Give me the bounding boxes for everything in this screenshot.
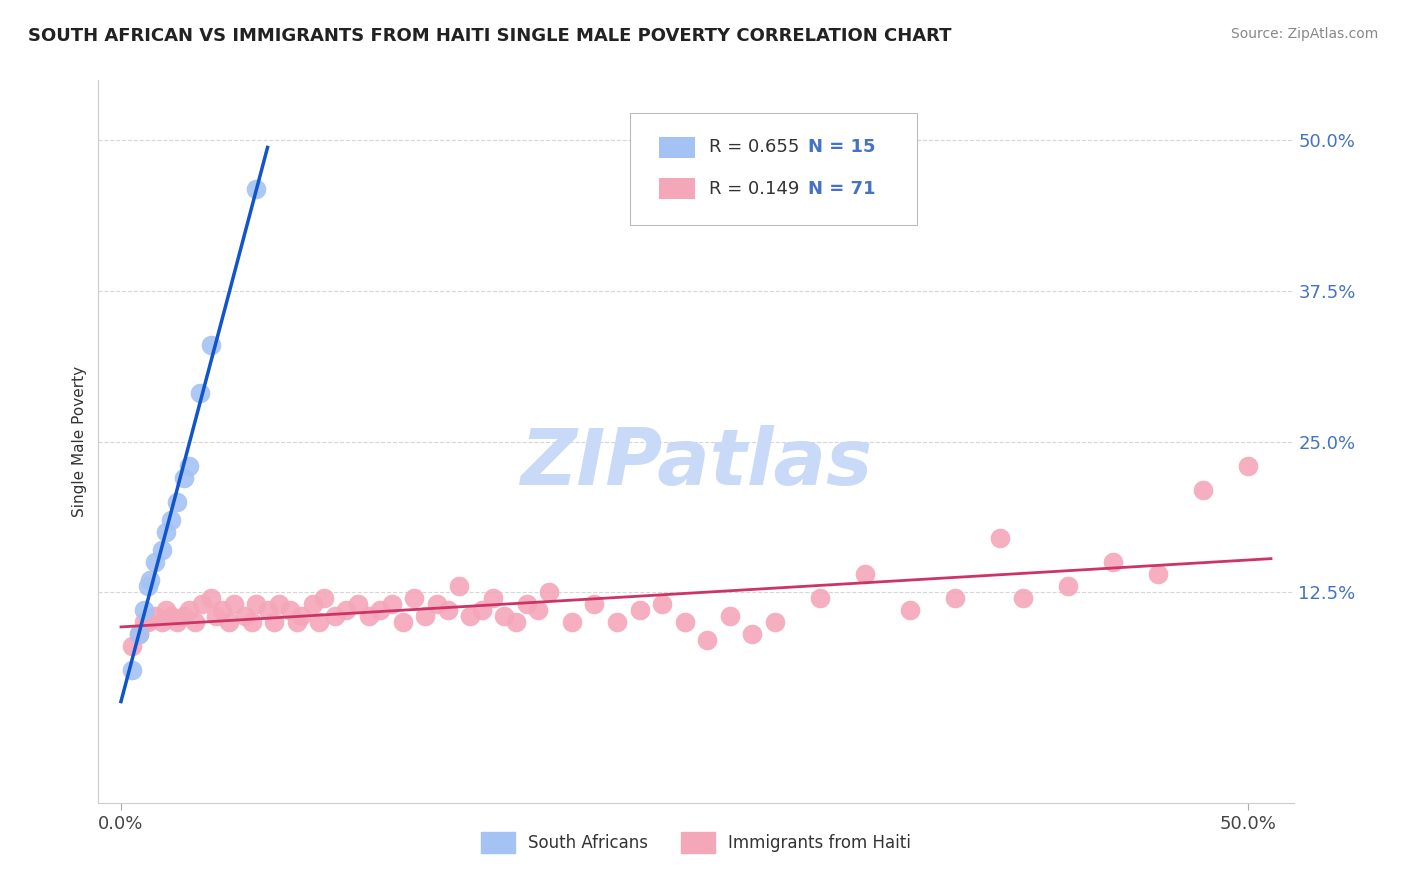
Point: [155, 603, 177, 617]
Point: [128, 627, 150, 641]
Point: [380, 597, 402, 611]
Point: [628, 603, 651, 617]
Point: [673, 615, 696, 630]
Point: [718, 609, 741, 624]
Point: [155, 524, 177, 539]
Point: [132, 603, 155, 617]
Point: [449, 579, 471, 593]
Point: [392, 615, 415, 630]
Point: [278, 603, 301, 617]
Point: [1147, 567, 1170, 582]
Point: [527, 603, 550, 617]
Point: [218, 615, 240, 630]
Point: [606, 615, 628, 630]
Point: [308, 615, 330, 630]
Point: [143, 609, 166, 624]
Point: [222, 597, 245, 611]
Point: [211, 603, 233, 617]
Point: [898, 603, 921, 617]
Point: [166, 615, 188, 630]
Point: [128, 627, 150, 641]
Point: [1057, 579, 1080, 593]
Legend: South Africans, Immigrants from Haiti: South Africans, Immigrants from Haiti: [475, 826, 917, 860]
Point: [1012, 591, 1035, 606]
Point: [460, 609, 482, 624]
Point: [240, 615, 263, 630]
Point: [177, 458, 200, 473]
Point: [404, 591, 426, 606]
Point: [200, 591, 222, 606]
Point: [290, 609, 312, 624]
Point: [204, 609, 226, 624]
Point: [335, 603, 357, 617]
Point: [184, 615, 207, 630]
Point: [516, 597, 538, 611]
Point: [121, 664, 143, 678]
Point: [285, 615, 308, 630]
Point: [808, 591, 831, 606]
Text: R = 0.149: R = 0.149: [709, 179, 800, 198]
Point: [200, 338, 222, 352]
Point: [1237, 458, 1260, 473]
Text: Source: ZipAtlas.com: Source: ZipAtlas.com: [1230, 27, 1378, 41]
Point: [173, 609, 195, 624]
Point: [426, 597, 449, 611]
Point: [301, 597, 323, 611]
Point: [853, 567, 876, 582]
Point: [173, 471, 195, 485]
Point: [139, 573, 162, 587]
Point: [471, 603, 494, 617]
Point: [132, 615, 155, 630]
Point: [177, 603, 200, 617]
Point: [990, 531, 1012, 545]
Text: SOUTH AFRICAN VS IMMIGRANTS FROM HAITI SINGLE MALE POVERTY CORRELATION CHART: SOUTH AFRICAN VS IMMIGRANTS FROM HAITI S…: [28, 27, 952, 45]
Point: [346, 597, 368, 611]
Point: [1102, 555, 1125, 569]
Point: [741, 627, 763, 641]
Point: [696, 633, 718, 648]
Text: R = 0.655: R = 0.655: [709, 138, 800, 156]
Point: [159, 609, 181, 624]
Point: [136, 579, 159, 593]
Point: [583, 597, 606, 611]
Y-axis label: Single Male Poverty: Single Male Poverty: [72, 366, 87, 517]
Point: [561, 615, 583, 630]
Text: N = 15: N = 15: [808, 138, 876, 156]
Point: [437, 603, 460, 617]
Point: [150, 615, 173, 630]
Point: [415, 609, 437, 624]
Point: [267, 597, 290, 611]
Point: [323, 609, 346, 624]
Point: [943, 591, 966, 606]
Point: [256, 603, 278, 617]
Point: [233, 609, 256, 624]
FancyBboxPatch shape: [659, 136, 695, 158]
Point: [312, 591, 335, 606]
Point: [494, 609, 516, 624]
Point: [191, 597, 214, 611]
Point: [538, 585, 561, 599]
Point: [245, 597, 267, 611]
FancyBboxPatch shape: [659, 178, 695, 200]
Point: [505, 615, 527, 630]
Point: [651, 597, 673, 611]
Point: [245, 182, 267, 196]
Point: [159, 513, 181, 527]
Text: N = 71: N = 71: [808, 179, 876, 198]
Point: [121, 639, 143, 653]
Text: ZIPatlas: ZIPatlas: [520, 425, 872, 501]
Point: [763, 615, 786, 630]
Point: [150, 542, 173, 557]
Point: [188, 386, 211, 401]
Point: [1192, 483, 1215, 497]
Point: [143, 555, 166, 569]
Point: [357, 609, 380, 624]
Point: [263, 615, 285, 630]
Point: [368, 603, 391, 617]
Point: [136, 615, 159, 630]
Point: [166, 494, 188, 508]
Point: [482, 591, 505, 606]
FancyBboxPatch shape: [630, 112, 917, 225]
